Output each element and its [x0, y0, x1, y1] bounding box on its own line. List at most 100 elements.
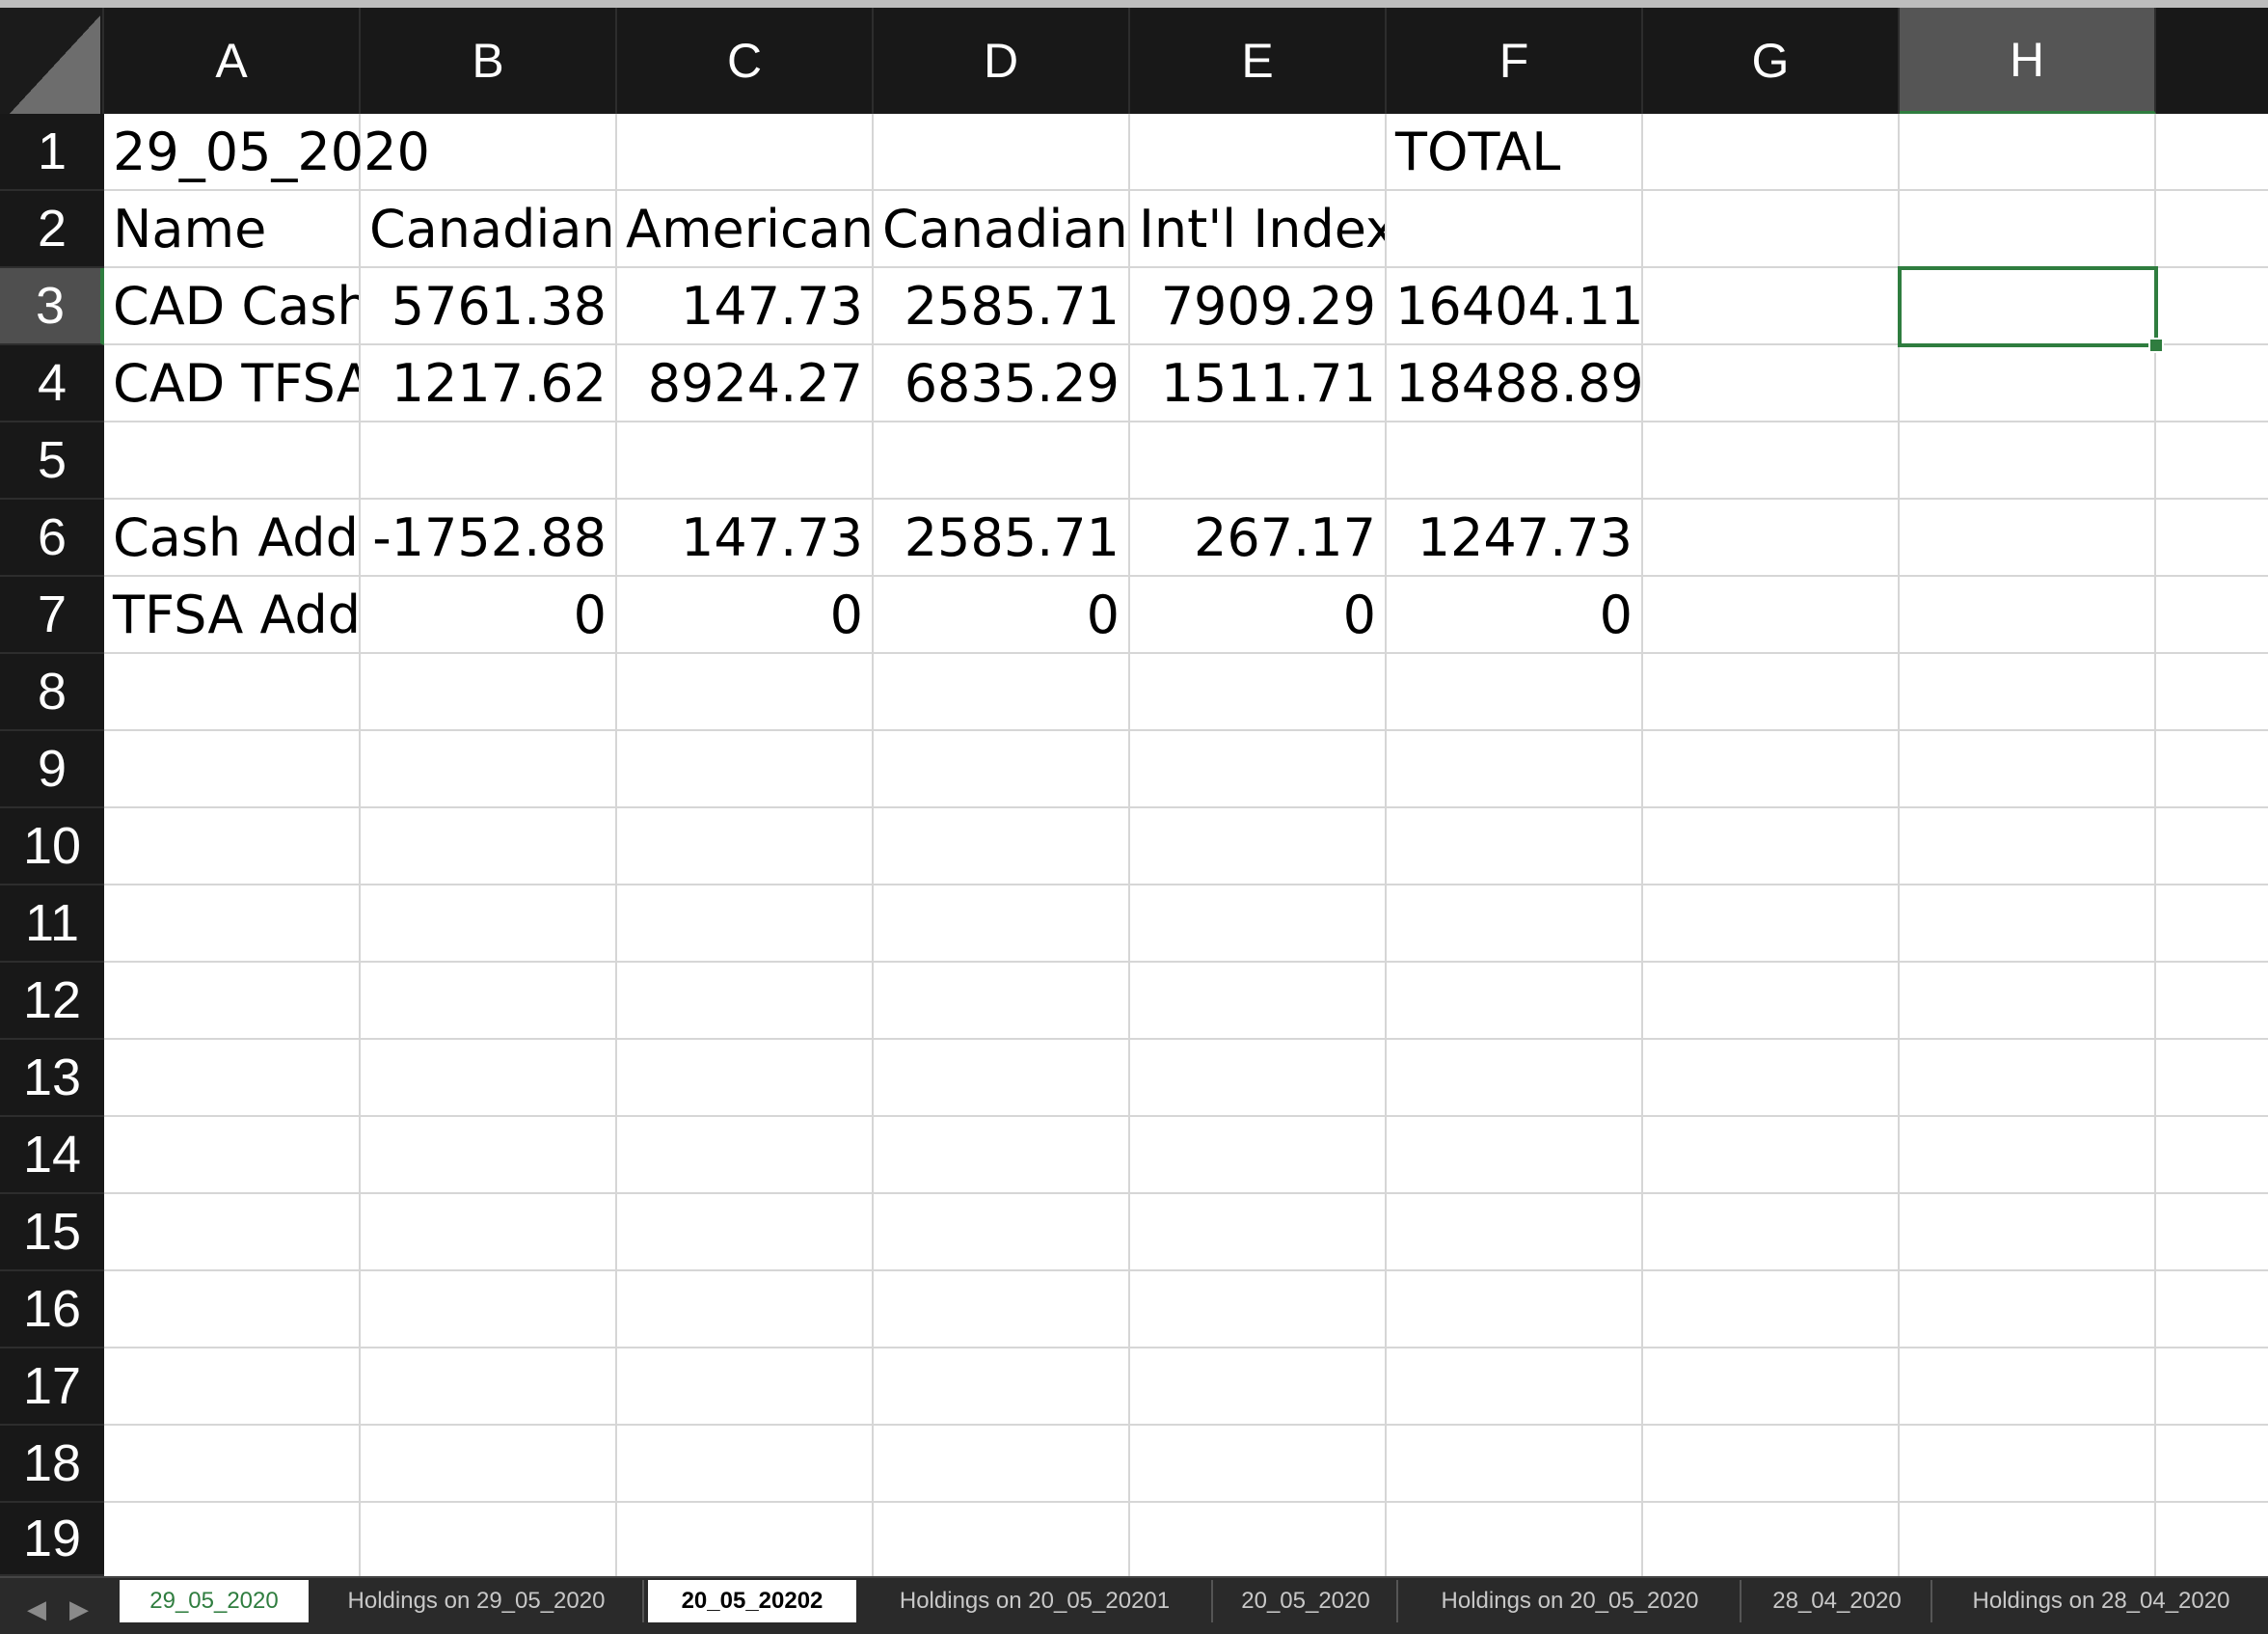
cell-b3[interactable]: 5761.38: [391, 276, 607, 337]
window-top-border: [0, 0, 2268, 8]
gridline: [1898, 114, 1900, 1576]
column-header-h[interactable]: H: [1900, 8, 2156, 114]
cell-f6[interactable]: 1247.73: [1417, 507, 1633, 568]
sheet-tab-29-05-2020[interactable]: 29_05_2020: [120, 1580, 309, 1622]
chevron-right-icon[interactable]: ▶: [69, 1593, 89, 1623]
row-header-14[interactable]: 14: [0, 1117, 104, 1194]
gridline: [615, 114, 617, 1576]
cell-c3[interactable]: 147.73: [681, 276, 863, 337]
cell-b6[interactable]: -1752.88: [372, 507, 607, 568]
cell-e7[interactable]: 0: [1342, 585, 1376, 645]
column-header-c[interactable]: C: [617, 8, 874, 114]
cell-e3[interactable]: 7909.29: [1160, 276, 1376, 337]
cell-b7[interactable]: 0: [573, 585, 607, 645]
row-header-5[interactable]: 5: [0, 422, 104, 500]
sheet-tab-holdings-29-05-2020[interactable]: Holdings on 29_05_2020: [310, 1580, 644, 1622]
row-header-11[interactable]: 11: [0, 885, 104, 963]
gridline: [104, 961, 2268, 963]
fill-handle[interactable]: [2148, 338, 2164, 353]
cell-f3[interactable]: 16404.11: [1395, 276, 1641, 337]
gridline: [2154, 114, 2156, 1576]
row-header-16[interactable]: 16: [0, 1271, 104, 1348]
cell-f7[interactable]: 0: [1599, 585, 1633, 645]
gridline: [104, 575, 2268, 577]
column-header-e[interactable]: E: [1130, 8, 1387, 114]
gridline: [104, 1501, 2268, 1503]
row-header-8[interactable]: 8: [0, 654, 104, 731]
cell-a1[interactable]: 29_05_2020: [113, 122, 430, 182]
gridline: [104, 421, 2268, 422]
row-header-6[interactable]: 6: [0, 500, 104, 577]
column-header-b[interactable]: B: [361, 8, 617, 114]
sheet-tab-28-04-2020[interactable]: 28_04_2020: [1743, 1580, 1932, 1622]
gridline: [104, 1115, 2268, 1117]
cell-a4[interactable]: CAD TFSA: [113, 353, 359, 414]
sheet-tab-holdings-20-05-20201[interactable]: Holdings on 20_05_20201: [858, 1580, 1213, 1622]
gridline: [1641, 114, 1643, 1576]
gridline: [104, 806, 2268, 808]
sheet-tab-holdings-20-05-2020[interactable]: Holdings on 20_05_2020: [1400, 1580, 1742, 1622]
column-header-a[interactable]: A: [104, 8, 361, 114]
gridline: [104, 189, 2268, 191]
row-header-15[interactable]: 15: [0, 1194, 104, 1271]
cell-a3[interactable]: CAD Cash: [113, 276, 359, 337]
gridline: [104, 1038, 2268, 1040]
cell-c4[interactable]: 8924.27: [647, 353, 863, 414]
cell-a6[interactable]: Cash Adde: [113, 507, 359, 568]
cell-f4[interactable]: 18488.89: [1395, 353, 1641, 414]
column-header-filler: [2156, 8, 2268, 114]
sheet-tab-bar: ◀ ▶ 29_05_2020 Holdings on 29_05_2020 20…: [0, 1576, 2268, 1634]
row-header-1[interactable]: 1: [0, 114, 104, 191]
gridline: [1385, 114, 1387, 1576]
gridline: [104, 266, 2268, 268]
cell-c2[interactable]: American I: [626, 199, 872, 259]
gridline: [359, 114, 361, 1576]
gridline: [104, 1347, 2268, 1348]
cell-d4[interactable]: 6835.29: [904, 353, 1120, 414]
cell-c7[interactable]: 0: [829, 585, 863, 645]
row-header-19[interactable]: 19: [0, 1503, 104, 1576]
row-header-10[interactable]: 10: [0, 808, 104, 885]
column-header-f[interactable]: F: [1387, 8, 1643, 114]
cell-b4[interactable]: 1217.62: [391, 353, 607, 414]
gridline: [872, 114, 874, 1576]
gridline: [1128, 114, 1130, 1576]
row-header-2[interactable]: 2: [0, 191, 104, 268]
gridline: [104, 729, 2268, 731]
select-all-corner[interactable]: [0, 8, 104, 116]
cell-b2[interactable]: Canadian I: [369, 199, 615, 259]
row-header-9[interactable]: 9: [0, 731, 104, 808]
cell-a7[interactable]: TFSA Adde: [113, 585, 359, 645]
row-header-7[interactable]: 7: [0, 577, 104, 654]
row-header-12[interactable]: 12: [0, 963, 104, 1040]
cell-d3[interactable]: 2585.71: [904, 276, 1120, 337]
cell-e4[interactable]: 1511.71: [1160, 353, 1376, 414]
gridline: [104, 1269, 2268, 1271]
gridline: [104, 1192, 2268, 1194]
column-header-d[interactable]: D: [874, 8, 1130, 114]
row-header-4[interactable]: 4: [0, 345, 104, 422]
cell-d2[interactable]: Canadian E: [882, 199, 1128, 259]
sheet-tab-20-05-20202[interactable]: 20_05_20202: [648, 1580, 856, 1622]
gridline: [104, 652, 2268, 654]
cell-grid[interactable]: 29_05_2020 TOTAL Name Canadian I America…: [104, 114, 2268, 1576]
cell-a2[interactable]: Name: [113, 199, 267, 259]
chevron-left-icon[interactable]: ◀: [27, 1593, 46, 1623]
row-header-18[interactable]: 18: [0, 1426, 104, 1503]
row-header-3[interactable]: 3: [0, 268, 104, 345]
cell-d7[interactable]: 0: [1086, 585, 1120, 645]
row-header-17[interactable]: 17: [0, 1348, 104, 1426]
cell-e6[interactable]: 267.17: [1194, 507, 1376, 568]
sheet-tab-holdings-28-04-2020[interactable]: Holdings on 28_04_2020: [1972, 1588, 2230, 1614]
cell-e2[interactable]: Int'l Index: [1139, 199, 1385, 259]
cell-d6[interactable]: 2585.71: [904, 507, 1120, 568]
cell-f1[interactable]: TOTAL: [1395, 122, 1561, 182]
column-header-g[interactable]: G: [1643, 8, 1900, 114]
gridline: [104, 1424, 2268, 1426]
gridline: [104, 498, 2268, 500]
gridline: [104, 884, 2268, 885]
row-header-13[interactable]: 13: [0, 1040, 104, 1117]
sheet-tab-20-05-2020[interactable]: 20_05_2020: [1215, 1580, 1398, 1622]
cell-c6[interactable]: 147.73: [681, 507, 863, 568]
selected-cell-h3[interactable]: [1898, 266, 2158, 347]
